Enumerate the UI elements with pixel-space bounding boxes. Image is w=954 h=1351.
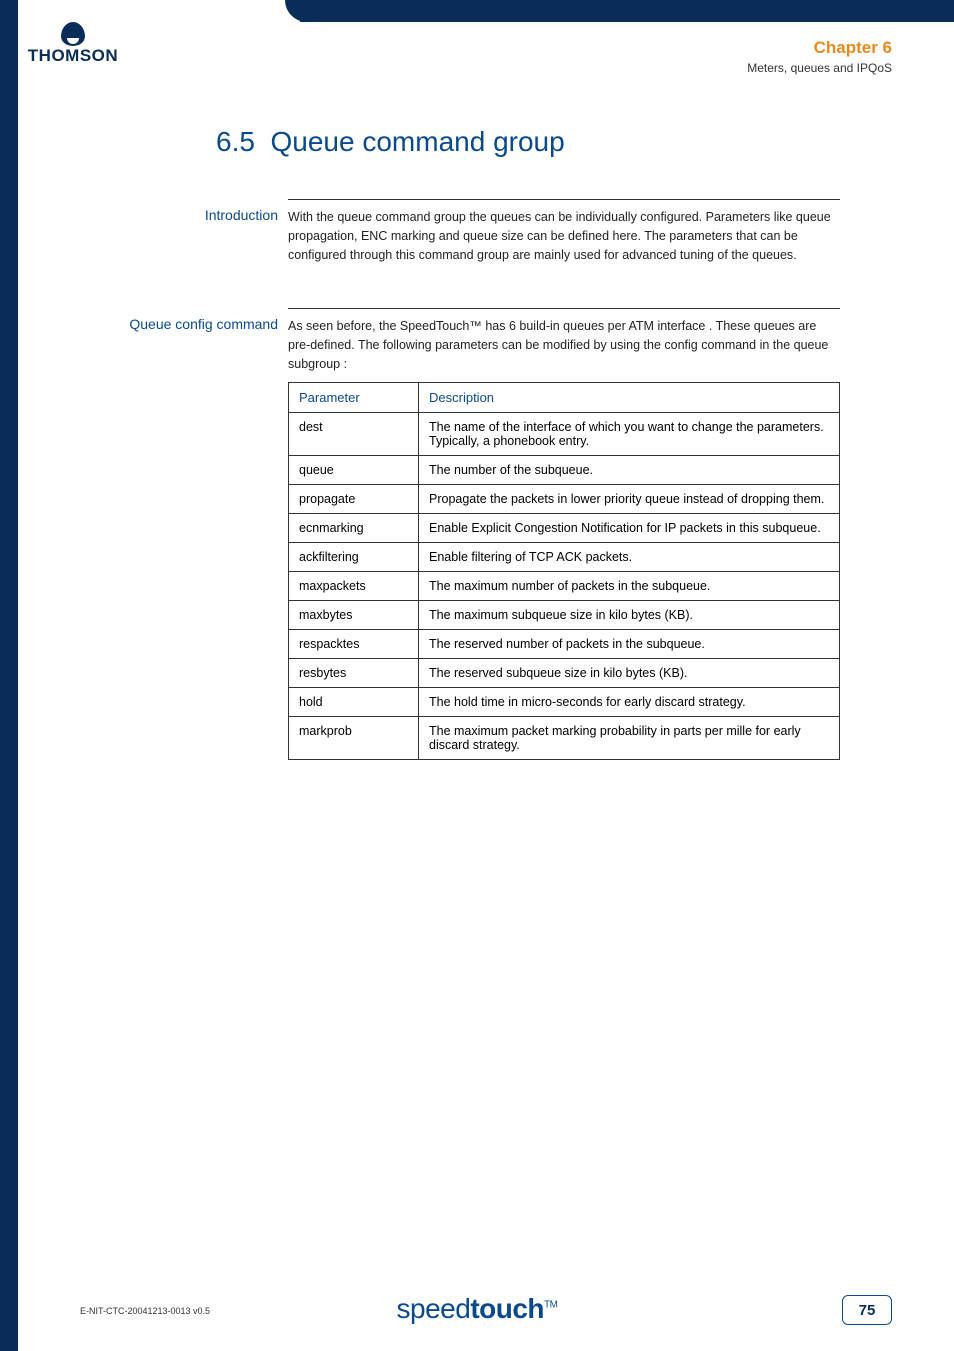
table-row: ackfilteringEnable filtering of TCP ACK … xyxy=(289,543,840,572)
table-row: respacktesThe reserved number of packets… xyxy=(289,630,840,659)
param-cell: propagate xyxy=(289,485,419,514)
param-cell: maxpackets xyxy=(289,572,419,601)
param-cell: resbytes xyxy=(289,659,419,688)
desc-cell: Enable Explicit Congestion Notification … xyxy=(419,514,840,543)
logo-part-light: speed xyxy=(397,1293,471,1324)
brand-name: THOMSON xyxy=(18,46,128,66)
desc-cell: Propagate the packets in lower priority … xyxy=(419,485,840,514)
desc-cell: The hold time in micro-seconds for early… xyxy=(419,688,840,717)
rule-divider xyxy=(288,199,840,200)
table-row: maxpacketsThe maximum number of packets … xyxy=(289,572,840,601)
table-body: destThe name of the interface of which y… xyxy=(289,413,840,760)
page-root: THOMSON Chapter 6 Meters, queues and IPQ… xyxy=(0,0,954,1351)
param-cell: ackfiltering xyxy=(289,543,419,572)
table-row: propagatePropagate the packets in lower … xyxy=(289,485,840,514)
param-cell: hold xyxy=(289,688,419,717)
brand-logo: THOMSON xyxy=(18,18,128,80)
table-row: destThe name of the interface of which y… xyxy=(289,413,840,456)
desc-cell: The reserved number of packets in the su… xyxy=(419,630,840,659)
param-cell: dest xyxy=(289,413,419,456)
col-header-description: Description xyxy=(419,383,840,413)
logo-tm: TM xyxy=(544,1300,557,1311)
margin-label-intro: Introduction xyxy=(18,207,278,223)
intro-text: With the queue command group the queues … xyxy=(288,208,840,264)
table-row: queueThe number of the subqueue. xyxy=(289,456,840,485)
desc-cell: The maximum number of packets in the sub… xyxy=(419,572,840,601)
table-row: markprobThe maximum packet marking proba… xyxy=(289,717,840,760)
table-row: resbytesThe reserved subqueue size in ki… xyxy=(289,659,840,688)
table-row: maxbytesThe maximum subqueue size in kil… xyxy=(289,601,840,630)
logo-part-bold: touch xyxy=(470,1293,544,1324)
rule-divider xyxy=(288,308,840,309)
speedtouch-logo: speedtouchTM xyxy=(397,1293,558,1325)
chapter-subtitle: Meters, queues and IPQoS xyxy=(747,61,892,75)
desc-cell: The name of the interface of which you w… xyxy=(419,413,840,456)
desc-cell: The maximum subqueue size in kilo bytes … xyxy=(419,601,840,630)
page-number: 75 xyxy=(842,1295,892,1325)
table-row: ecnmarkingEnable Explicit Congestion Not… xyxy=(289,514,840,543)
param-cell: ecnmarking xyxy=(289,514,419,543)
section-title: Queue command group xyxy=(271,126,565,157)
config-text: As seen before, the SpeedTouch™ has 6 bu… xyxy=(288,317,840,373)
param-cell: maxbytes xyxy=(289,601,419,630)
side-bar xyxy=(0,0,18,1351)
desc-cell: Enable filtering of TCP ACK packets. xyxy=(419,543,840,572)
section-number: 6.5 xyxy=(216,126,255,157)
param-cell: respacktes xyxy=(289,630,419,659)
footer-logo: speedtouchTM xyxy=(0,1293,954,1325)
margin-label-config: Queue config command xyxy=(18,316,278,332)
desc-cell: The number of the subqueue. xyxy=(419,456,840,485)
param-cell: queue xyxy=(289,456,419,485)
table-row: holdThe hold time in micro-seconds for e… xyxy=(289,688,840,717)
param-cell: markprob xyxy=(289,717,419,760)
header-block: Chapter 6 Meters, queues and IPQoS xyxy=(747,38,892,75)
col-header-parameter: Parameter xyxy=(289,383,419,413)
desc-cell: The maximum packet marking probability i… xyxy=(419,717,840,760)
desc-cell: The reserved subqueue size in kilo bytes… xyxy=(419,659,840,688)
section-heading: 6.5 Queue command group xyxy=(216,126,565,158)
parameter-table: Parameter Description destThe name of th… xyxy=(288,382,840,760)
table-header-row: Parameter Description xyxy=(289,383,840,413)
brand-icon xyxy=(61,22,85,46)
chapter-title: Chapter 6 xyxy=(747,38,892,58)
